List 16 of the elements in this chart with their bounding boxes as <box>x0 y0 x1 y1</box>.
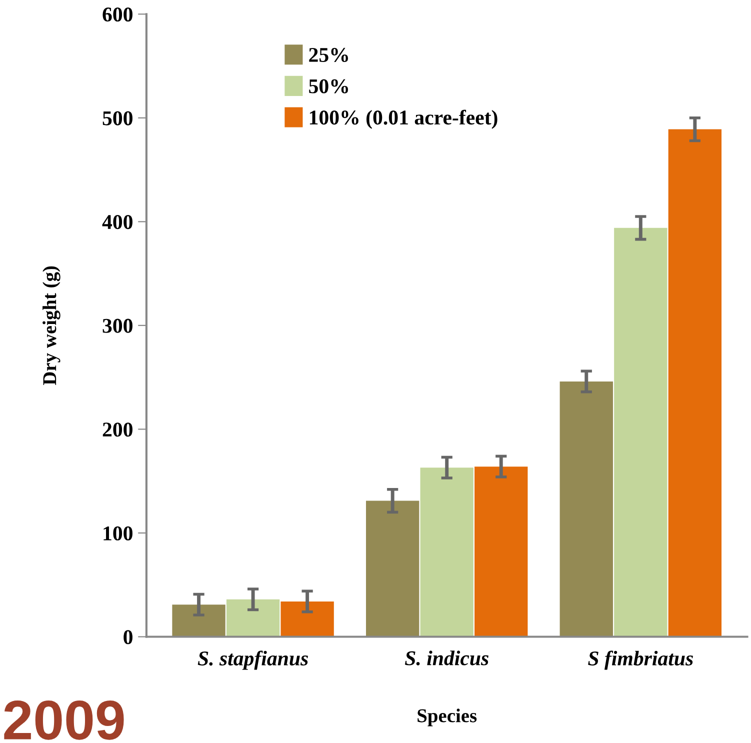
y-tick-label: 300 <box>102 318 132 333</box>
legend-label: 25% <box>309 48 348 62</box>
y-tick-label: 500 <box>102 111 132 126</box>
text: 2009 <box>4 700 124 740</box>
legend-label: 100% (0.01 acre-feet) <box>310 110 498 129</box>
y-tick-label: 200 <box>102 422 132 437</box>
y-tick-label: 600 <box>102 7 132 22</box>
legend-label: 50% <box>309 79 348 94</box>
y-tick-label: 0 <box>124 630 132 644</box>
x-tick-label: S. indicus <box>404 650 488 666</box>
x-tick-label: S. stapfianus <box>198 650 308 670</box>
y-axis-title: Dry weight (g) <box>42 266 60 386</box>
x-tick-label: S fimbriatus <box>588 650 693 670</box>
y-tick-label: 400 <box>102 215 132 230</box>
x-axis-title: Species <box>418 708 477 726</box>
y-tick-label: 100 <box>104 526 132 540</box>
